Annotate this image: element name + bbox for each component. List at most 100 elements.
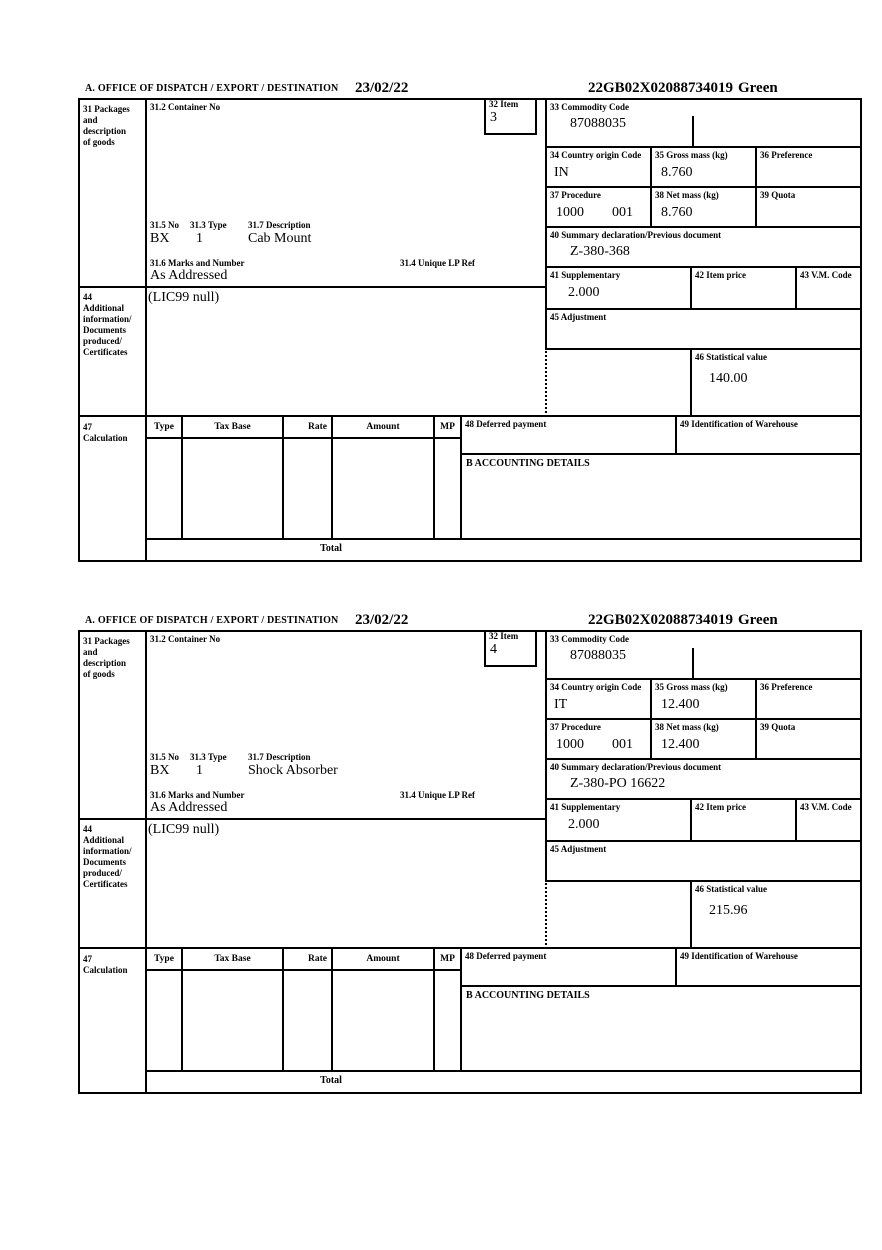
additional-info-value: (LIC99 null) — [148, 822, 220, 837]
total-label: Total — [320, 1075, 342, 1086]
declaration-date: 23/02/22 — [355, 612, 409, 628]
item-price-label: 42 Item price — [695, 270, 746, 280]
procedure-box: 37 Procedure 1000 001 — [545, 718, 652, 760]
summary-declaration-label: 40 Summary declaration/Previous document — [550, 762, 722, 772]
item-price-box: 42 Item price — [690, 798, 797, 842]
adjustment-label: 45 Adjustment — [550, 844, 607, 854]
adjustment-box: 45 Adjustment — [545, 308, 862, 350]
calc-header-type: Type — [145, 947, 183, 971]
vm-code-box: 43 V.M. Code — [795, 266, 862, 310]
office-of-dispatch-heading: A. OFFICE OF DISPATCH / EXPORT / DESTINA… — [85, 83, 339, 94]
calc-cell-rate — [282, 969, 333, 1072]
routing-channel: Green — [738, 612, 778, 628]
summary-declaration-value: Z-380-PO 16622 — [570, 776, 666, 791]
routing-channel: Green — [738, 80, 778, 96]
calc-total-row: Total — [145, 1070, 862, 1094]
statistical-value-label: 46 Statistical value — [695, 352, 767, 362]
quota-box: 39 Quota — [755, 718, 862, 760]
warehouse-label: 49 Identification of Warehouse — [680, 419, 798, 429]
declaration-item-section-2: A. OFFICE OF DISPATCH / EXPORT / DESTINA… — [78, 612, 864, 1094]
commodity-code-box: 33 Commodity Code 87088035 — [545, 630, 862, 680]
calc-cell-tax-base — [181, 437, 284, 540]
warehouse-label: 49 Identification of Warehouse — [680, 951, 798, 961]
label-column-divider — [145, 630, 147, 1094]
country-origin-label: 34 Country origin Code — [550, 682, 642, 692]
unique-lp-ref-label: 31.4 Unique LP Ref — [400, 790, 476, 800]
statistical-value-label: 46 Statistical value — [695, 884, 767, 894]
quota-box: 39 Quota — [755, 186, 862, 228]
goods-description-value: Shock Absorber — [248, 763, 338, 778]
unique-lp-ref-label: 31.4 Unique LP Ref — [400, 258, 476, 268]
office-of-dispatch-heading: A. OFFICE OF DISPATCH / EXPORT / DESTINA… — [85, 615, 339, 626]
packages-no-value: BX — [150, 231, 170, 246]
net-mass-label: 38 Net mass (kg) — [655, 722, 719, 732]
packages-no-label: 31.5 No — [150, 220, 179, 230]
goods-description-value: Cab Mount — [248, 231, 312, 246]
item-number-label: 32 Item — [489, 631, 519, 641]
supplementary-label: 41 Supplementary — [550, 802, 621, 812]
country-origin-box: 34 Country origin Code IT — [545, 678, 652, 720]
box47-label: 47 Calculation — [83, 422, 128, 443]
procedure-extension: 001 — [612, 205, 633, 220]
box31-box44-divider — [78, 286, 547, 288]
marks-and-number-label: 31.6 Marks and Number — [150, 258, 245, 268]
adjustment-label: 45 Adjustment — [550, 312, 607, 322]
vm-code-box: 43 V.M. Code — [795, 798, 862, 842]
calc-header-amount: Amount — [331, 415, 435, 439]
procedure-label: 37 Procedure — [550, 190, 601, 200]
statistical-value-box: 46 Statistical value 140.00 — [690, 348, 862, 417]
gross-mass-value: 12.400 — [661, 697, 700, 712]
preference-box: 36 Preference — [755, 146, 862, 188]
accounting-details-label: B ACCOUNTING DETAILS — [466, 458, 590, 469]
accounting-details-box: B ACCOUNTING DETAILS — [460, 453, 862, 540]
calc-cell-mp — [433, 969, 462, 1072]
declaration-reference: 22GB02X02088734019 — [588, 612, 734, 628]
deferred-payment-label: 48 Deferred payment — [465, 951, 547, 961]
item-number-value: 3 — [490, 110, 497, 125]
gross-mass-label: 35 Gross mass (kg) — [655, 150, 728, 160]
gross-mass-value: 8.760 — [661, 165, 693, 180]
net-mass-value: 8.760 — [661, 205, 693, 220]
dotted-spacer-cell — [545, 348, 692, 417]
dotted-spacer-cell — [545, 880, 692, 949]
country-origin-value: IN — [554, 165, 569, 180]
item-price-label: 42 Item price — [695, 802, 746, 812]
adjustment-box: 45 Adjustment — [545, 840, 862, 882]
calc-cell-tax-base — [181, 969, 284, 1072]
summary-declaration-label: 40 Summary declaration/Previous document — [550, 230, 722, 240]
packages-type-value: 1 — [196, 231, 203, 246]
calc-cell-amount — [331, 437, 435, 540]
summary-declaration-box: 40 Summary declaration/Previous document… — [545, 226, 862, 268]
calc-cell-rate — [282, 437, 333, 540]
marks-and-number-label: 31.6 Marks and Number — [150, 790, 245, 800]
procedure-label: 37 Procedure — [550, 722, 601, 732]
supplementary-value: 2.000 — [568, 817, 600, 832]
packages-no-label: 31.5 No — [150, 752, 179, 762]
calc-cell-type — [145, 437, 183, 540]
gross-mass-box: 35 Gross mass (kg) 12.400 — [650, 678, 757, 720]
preference-box: 36 Preference — [755, 678, 862, 720]
calc-header-mp: MP — [433, 947, 462, 971]
commodity-code-label: 33 Commodity Code — [550, 102, 629, 112]
label-column-divider — [145, 98, 147, 562]
quota-label: 39 Quota — [760, 722, 796, 732]
statistical-value: 140.00 — [709, 371, 748, 386]
commodity-code-value: 87088035 — [570, 116, 626, 131]
declaration-reference: 22GB02X02088734019 — [588, 80, 734, 96]
box31-label: 31 Packages and description of goods — [83, 636, 130, 679]
calc-header-mp: MP — [433, 415, 462, 439]
supplementary-box: 41 Supplementary 2.000 — [545, 798, 692, 842]
item-number-box: 32 Item 3 — [484, 98, 537, 135]
calc-total-row: Total — [145, 538, 862, 562]
calc-header-rate: Rate — [282, 947, 333, 971]
country-origin-label: 34 Country origin Code — [550, 150, 642, 160]
packages-no-value: BX — [150, 763, 170, 778]
calc-header-amount: Amount — [331, 947, 435, 971]
goods-description-label: 31.7 Description — [248, 752, 311, 762]
item-number-value: 4 — [490, 642, 497, 657]
container-no-label: 31.2 Container No — [150, 102, 221, 112]
procedure-extension: 001 — [612, 737, 633, 752]
calc-header-type: Type — [145, 415, 183, 439]
country-origin-box: 34 Country origin Code IN — [545, 146, 652, 188]
